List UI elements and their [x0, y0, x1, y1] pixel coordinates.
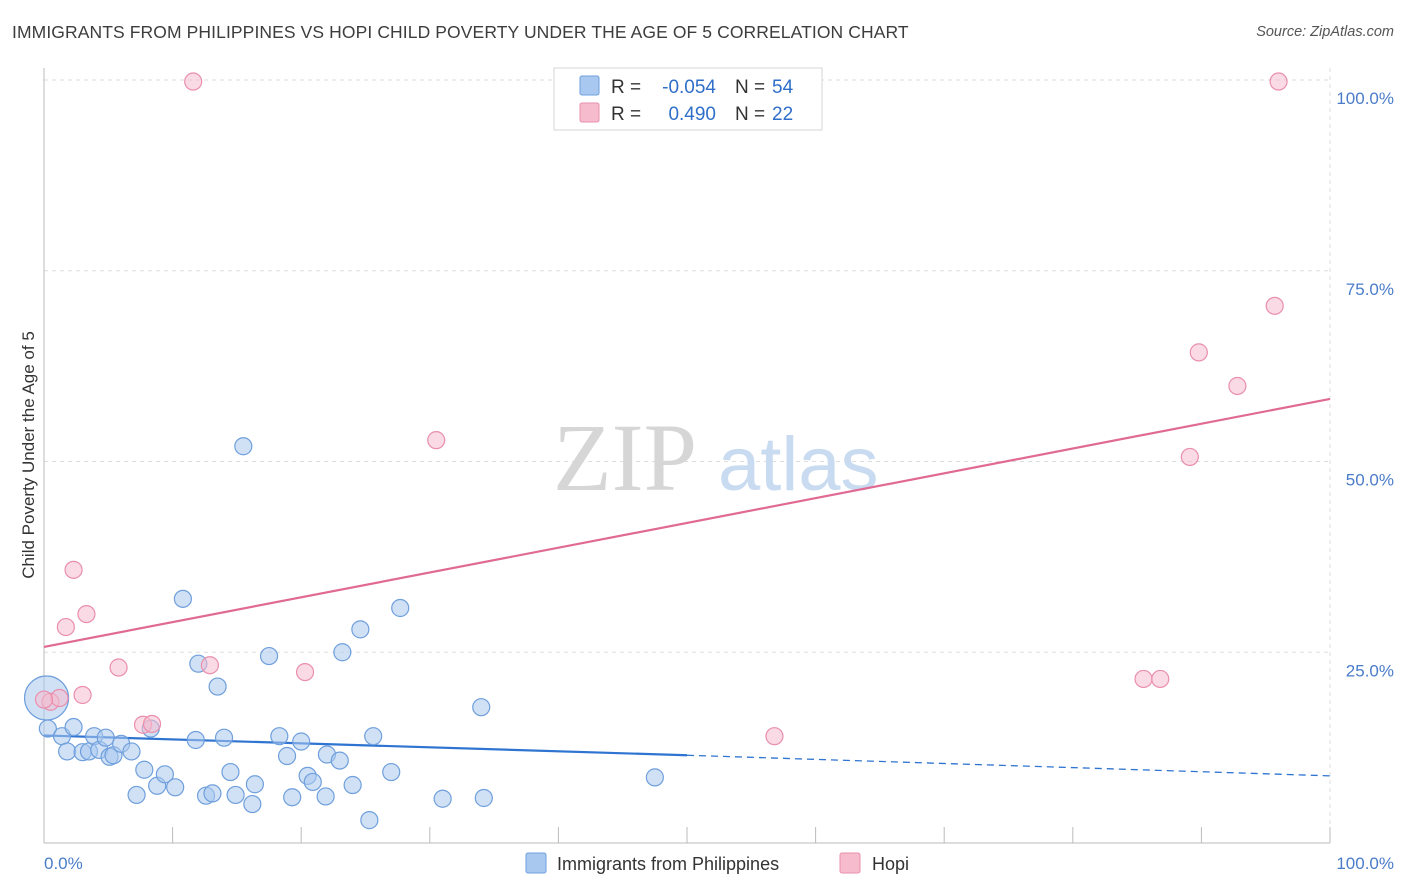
point-blue-38	[303, 772, 322, 792]
point-blue-29	[234, 437, 253, 456]
watermark-zip: ZIP	[553, 404, 697, 511]
point-blue-36	[292, 732, 311, 751]
point-blue-19	[166, 778, 185, 797]
point-pink-16	[1180, 447, 1199, 467]
point-blue-44	[351, 620, 370, 639]
point-pink-10	[200, 656, 219, 675]
point-blue-26	[214, 728, 234, 747]
y-tick-label-50: 50.0%	[1346, 471, 1394, 490]
watermark: ZIP atlas	[553, 404, 879, 511]
point-blue-25	[208, 677, 227, 696]
point-blue-9	[96, 728, 115, 747]
point-blue-1	[38, 719, 57, 738]
series-legend-swatch-pink	[839, 852, 861, 874]
legend-r-label-blue: R =	[611, 77, 641, 98]
point-pink-14	[1134, 669, 1153, 689]
data-points	[23, 72, 1288, 830]
series-legend-label-pink: Hopi	[872, 854, 909, 874]
point-blue-33	[270, 727, 289, 746]
point-blue-27	[221, 762, 240, 782]
trend-line-blue	[43, 734, 688, 757]
point-blue-45	[360, 811, 379, 830]
point-pink-8	[142, 714, 162, 734]
point-pink-4	[73, 685, 92, 705]
legend-n-value-pink: 22	[772, 104, 793, 125]
series-legend-swatch-blue	[525, 852, 547, 874]
legend-n-label-pink: N =	[735, 104, 765, 125]
x-tick-label-min: 0.0%	[44, 854, 83, 873]
point-pink-11	[295, 662, 315, 682]
point-pink-12	[427, 431, 446, 450]
point-pink-13	[765, 727, 784, 746]
y-tick-label-25: 25.0%	[1346, 661, 1394, 680]
series-legend-label-blue: Immigrants from Philippines	[557, 854, 779, 874]
point-pink-21	[34, 690, 54, 709]
point-blue-42	[333, 643, 352, 662]
point-blue-21	[186, 730, 205, 750]
x-ticks	[43, 827, 1331, 843]
point-pink-2	[56, 617, 75, 637]
point-blue-31	[245, 775, 265, 794]
legend-r-label-pink: R =	[611, 104, 641, 125]
point-pink-5	[77, 604, 96, 624]
point-pink-9	[184, 72, 203, 91]
point-blue-3	[58, 742, 77, 761]
point-blue-51	[474, 788, 493, 808]
point-blue-32	[259, 646, 279, 666]
trend-line-blue-extrapolated	[686, 754, 1331, 777]
legend-n-label-blue: N =	[735, 77, 765, 98]
point-blue-47	[382, 762, 401, 782]
point-blue-50	[472, 698, 491, 717]
point-blue-15	[135, 760, 154, 779]
point-blue-46	[364, 727, 383, 746]
y-tick-label-75: 75.0%	[1346, 280, 1394, 299]
point-blue-4	[64, 717, 83, 737]
y-axis-label: Child Poverty Under the Age of 5	[19, 331, 38, 579]
legend-swatch-pink	[579, 102, 600, 123]
legend-r-value-blue: -0.054	[662, 77, 716, 98]
legend-swatch-blue	[579, 75, 600, 96]
legend-n-value-blue: 54	[772, 77, 794, 98]
point-blue-41	[330, 751, 349, 770]
point-blue-24	[203, 784, 222, 803]
point-blue-34	[277, 746, 297, 766]
point-blue-52	[645, 768, 664, 787]
point-blue-13	[122, 742, 141, 761]
point-blue-30	[243, 794, 262, 814]
point-blue-20	[173, 589, 192, 608]
point-pink-20	[1269, 72, 1288, 91]
point-blue-14	[127, 785, 146, 805]
y-tick-labels: 25.0% 50.0% 75.0% 100.0%	[1336, 89, 1394, 680]
point-blue-43	[343, 775, 362, 795]
point-pink-15	[1151, 669, 1170, 689]
point-blue-35	[283, 788, 302, 807]
point-blue-28	[226, 785, 245, 805]
point-pink-17	[1189, 343, 1208, 362]
watermark-atlas: atlas	[718, 422, 879, 507]
correlation-legend: R = -0.054 N = 54 R = 0.490 N = 22	[553, 67, 823, 131]
x-tick-label-max: 100.0%	[1336, 854, 1394, 873]
y-tick-label-100: 100.0%	[1336, 89, 1394, 108]
trend-lines	[43, 397, 1331, 777]
point-pink-6	[109, 658, 128, 677]
chart-title: IMMIGRANTS FROM PHILIPPINES VS HOPI CHIL…	[12, 22, 909, 42]
source-label: Source: ZipAtlas.com	[1256, 24, 1394, 40]
point-blue-39	[316, 787, 335, 806]
trend-line-pink	[43, 397, 1331, 648]
point-blue-18	[155, 765, 174, 784]
series-legend: Immigrants from Philippines Hopi	[525, 852, 909, 874]
point-pink-1	[50, 688, 69, 708]
point-pink-19	[1265, 296, 1284, 315]
point-blue-48	[391, 598, 410, 618]
legend-r-value-pink: 0.490	[668, 104, 716, 125]
point-blue-49	[433, 789, 452, 808]
point-pink-18	[1228, 376, 1247, 396]
point-pink-3	[64, 560, 83, 579]
